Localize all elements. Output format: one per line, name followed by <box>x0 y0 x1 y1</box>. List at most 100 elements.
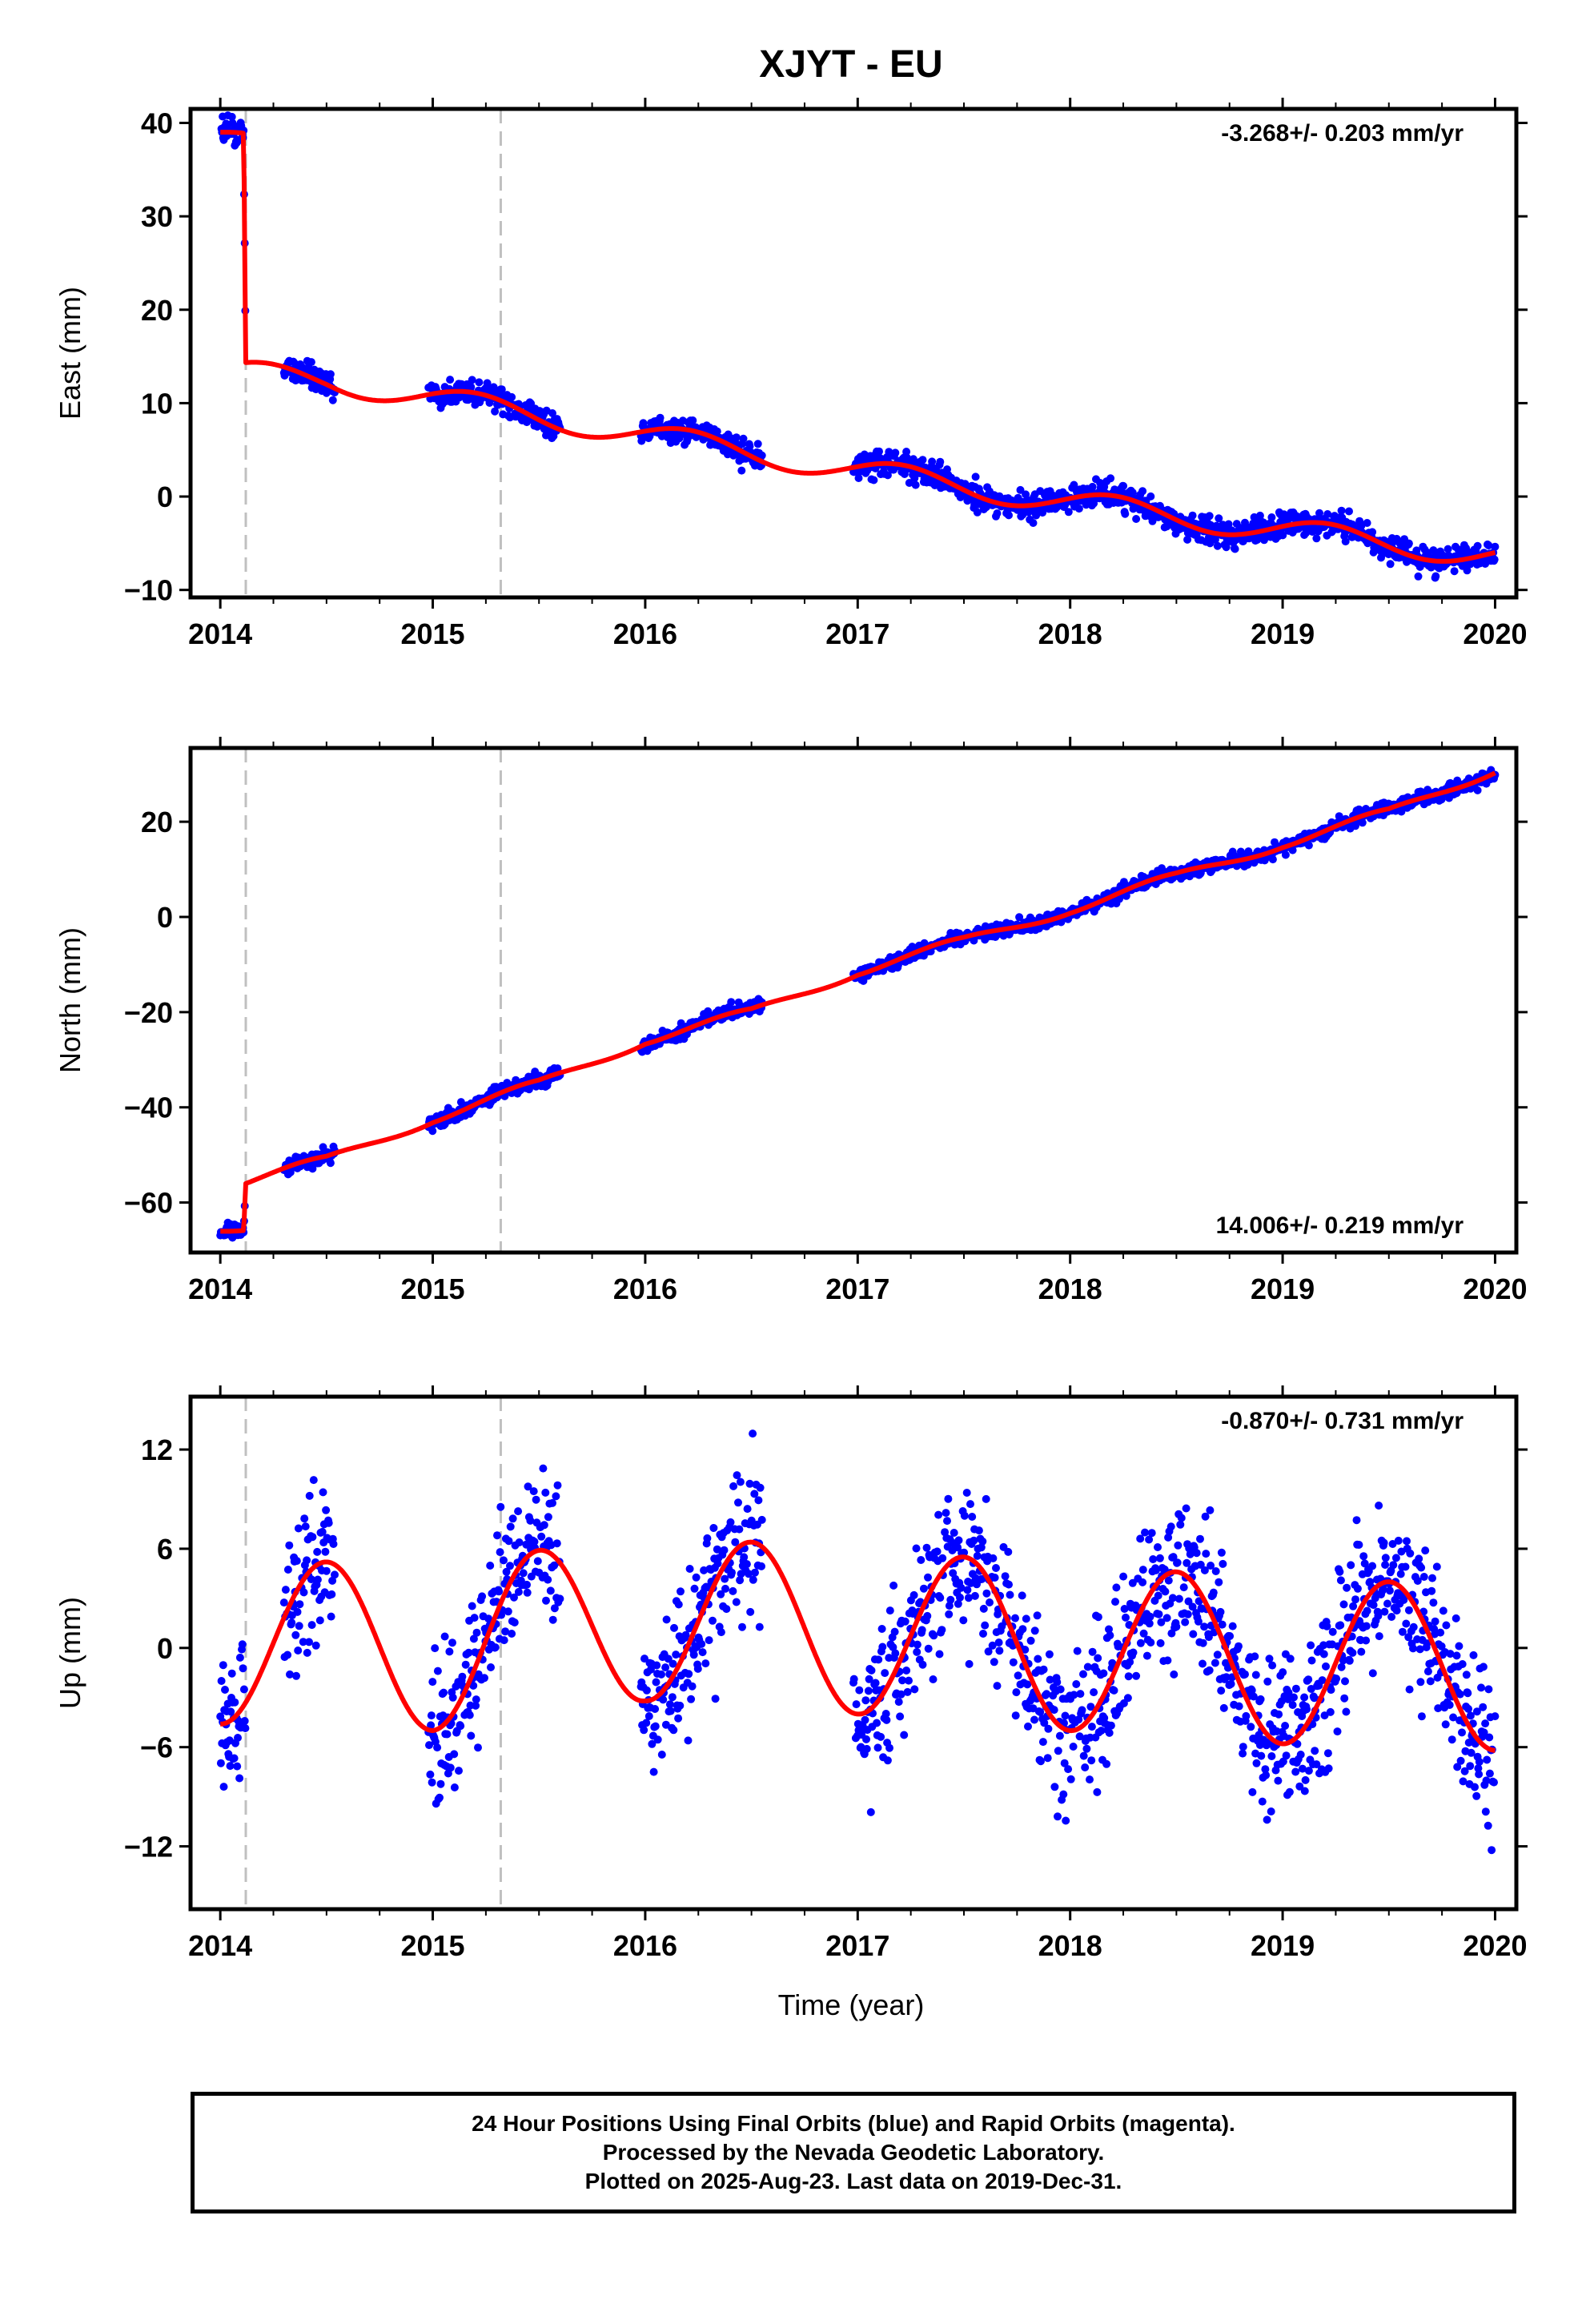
data-point <box>1213 1651 1222 1659</box>
data-point <box>1324 1764 1333 1773</box>
data-point <box>510 1618 519 1626</box>
data-point <box>329 1540 338 1548</box>
data-point <box>917 1626 926 1634</box>
data-point <box>919 1584 928 1593</box>
data-point <box>300 1514 309 1523</box>
data-point <box>506 1522 515 1531</box>
data-point <box>539 1464 548 1473</box>
data-point <box>911 480 920 489</box>
data-point <box>1267 1807 1275 1815</box>
data-point <box>431 1644 440 1653</box>
data-point <box>905 1676 913 1685</box>
data-point <box>1205 1666 1214 1675</box>
data-point <box>990 1658 998 1667</box>
data-point <box>1069 1743 1078 1751</box>
data-point <box>1199 1659 1207 1668</box>
data-point <box>519 1569 528 1578</box>
data-point <box>1122 1613 1130 1622</box>
data-point <box>1073 1647 1082 1655</box>
data-point <box>670 1623 678 1632</box>
data-point <box>924 1644 933 1653</box>
data-point <box>1087 1723 1096 1731</box>
data-point <box>219 1783 228 1791</box>
data-point <box>1312 534 1321 543</box>
data-point <box>1256 1695 1265 1703</box>
plot-area <box>216 1397 1500 1909</box>
data-point <box>1018 1591 1026 1600</box>
data-point <box>294 1524 303 1533</box>
data-point <box>1432 1562 1441 1571</box>
data-point <box>1336 1621 1345 1630</box>
data-point <box>1196 1534 1204 1543</box>
data-point <box>1094 1613 1102 1622</box>
data-point <box>1074 505 1083 513</box>
x-tick-label: 2015 <box>400 1273 464 1305</box>
data-point <box>1409 1622 1418 1631</box>
data-point <box>436 1793 444 1802</box>
data-point <box>960 1511 969 1520</box>
data-point <box>1142 1651 1151 1660</box>
x-tick-label: 2015 <box>400 617 464 650</box>
data-point <box>235 1774 244 1783</box>
data-point <box>552 1492 560 1501</box>
data-point <box>235 1653 244 1662</box>
data-point <box>1466 1762 1475 1771</box>
observation-points <box>216 1429 1500 1855</box>
data-point <box>540 1521 548 1530</box>
data-point <box>1188 511 1197 520</box>
data-point <box>480 1674 488 1683</box>
caption-line-1: 24 Hour Positions Using Final Orbits (bl… <box>472 2111 1235 2136</box>
data-point <box>1262 1771 1271 1779</box>
x-tick-label: 2014 <box>188 1929 252 1962</box>
data-point <box>923 1611 932 1620</box>
data-point <box>1176 1520 1185 1529</box>
data-point <box>1087 1756 1096 1765</box>
data-point <box>862 1735 870 1743</box>
data-point <box>962 1489 971 1497</box>
x-tick-label: 2020 <box>1463 1273 1527 1305</box>
x-tick-label: 2019 <box>1251 617 1315 650</box>
data-point <box>1391 1554 1400 1562</box>
data-point <box>475 378 484 387</box>
data-point <box>990 1574 999 1582</box>
data-point <box>1375 1502 1383 1510</box>
data-point <box>1016 485 1025 494</box>
data-point <box>541 1488 550 1497</box>
data-point <box>1055 1731 1064 1740</box>
data-point <box>514 1507 523 1516</box>
y-tick-label: 40 <box>141 107 173 139</box>
data-point <box>1417 1712 1426 1721</box>
data-point <box>946 1595 955 1604</box>
data-point <box>307 1621 316 1630</box>
data-point <box>1129 1648 1138 1657</box>
x-tick-label: 2017 <box>825 1273 889 1305</box>
data-point <box>1290 1693 1298 1702</box>
data-point <box>1106 1721 1115 1730</box>
data-point <box>1423 1667 1432 1676</box>
data-point <box>1138 1578 1147 1586</box>
data-point <box>1146 492 1155 501</box>
data-point <box>672 1651 681 1659</box>
data-point <box>924 1573 932 1582</box>
data-point <box>1155 1554 1164 1562</box>
data-point <box>436 1779 445 1788</box>
caption-line-3: Plotted on 2025-Aug-23. Last data on 201… <box>584 2169 1122 2193</box>
data-point <box>1387 1613 1396 1621</box>
data-point <box>1064 508 1073 517</box>
data-point <box>1485 1769 1494 1778</box>
data-point <box>922 1543 931 1552</box>
data-point <box>981 1621 990 1630</box>
data-point <box>1479 1663 1488 1671</box>
data-point <box>1216 1607 1225 1616</box>
data-point <box>993 1682 1002 1691</box>
data-point <box>455 1767 463 1775</box>
data-point <box>1224 520 1233 529</box>
data-point <box>1166 1522 1175 1531</box>
data-point <box>241 1724 250 1732</box>
data-point <box>938 1626 946 1634</box>
data-point <box>692 1573 701 1582</box>
data-point <box>1066 1775 1075 1783</box>
data-point <box>1247 1723 1255 1731</box>
x-tick-label: 2018 <box>1038 617 1102 650</box>
y-tick-label: −60 <box>124 1187 173 1220</box>
